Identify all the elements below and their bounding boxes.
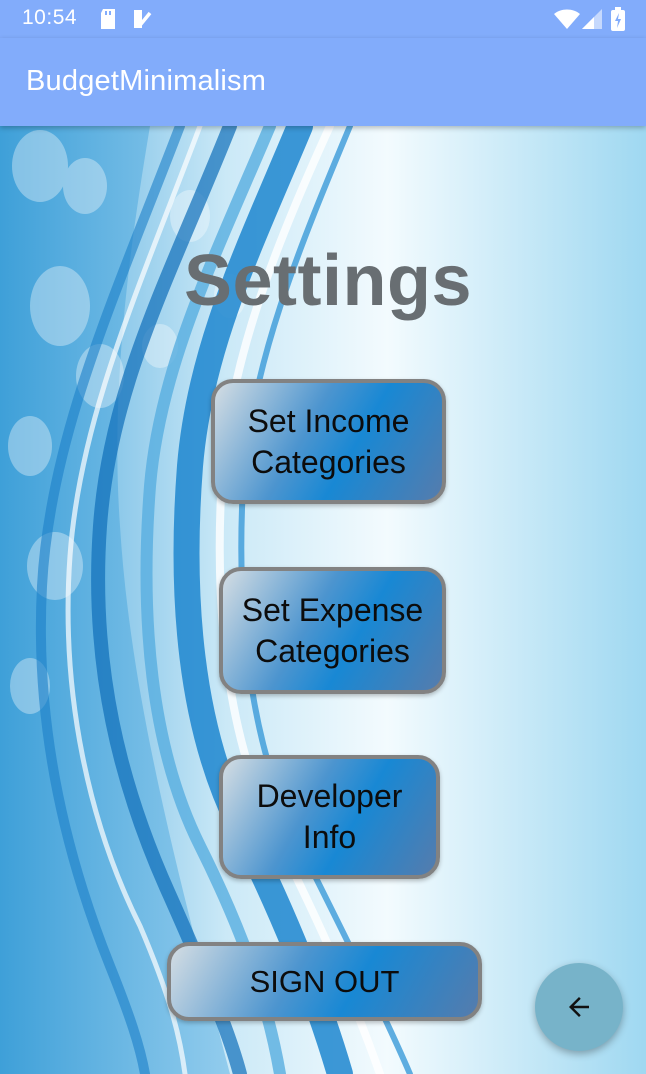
status-time: 10:54 bbox=[22, 6, 78, 29]
back-fab-button[interactable] bbox=[535, 963, 623, 1051]
button-label-line1: Set Expense bbox=[241, 591, 424, 628]
arrow-left-icon bbox=[569, 997, 589, 1017]
sign-out-button[interactable]: SIGN OUT bbox=[167, 942, 482, 1021]
sd-card-icon bbox=[101, 9, 115, 29]
set-expense-categories-button[interactable]: Set Expense Categories bbox=[219, 567, 446, 694]
button-label-line2: Info bbox=[302, 819, 357, 855]
page-title: Settings bbox=[183, 241, 473, 321]
button-label-line1: Developer bbox=[256, 778, 403, 814]
developer-info-button[interactable]: Developer Info bbox=[219, 755, 440, 879]
wifi-icon bbox=[554, 9, 580, 29]
sign-out-label: SIGN OUT bbox=[249, 964, 400, 999]
button-label-line2: Categories bbox=[255, 632, 410, 669]
app-bar: BudgetMinimalism bbox=[0, 38, 646, 126]
app-title: BudgetMinimalism bbox=[26, 65, 267, 97]
button-label-line1: Set Income bbox=[247, 402, 410, 439]
background-wave-image bbox=[0, 126, 646, 1074]
battery-charging-icon bbox=[611, 7, 625, 31]
signal-icon bbox=[582, 9, 602, 29]
button-label-line2: Categories bbox=[251, 443, 406, 480]
notification-check-icon bbox=[134, 10, 152, 28]
status-bar: 10:54 bbox=[0, 0, 646, 38]
set-income-categories-button[interactable]: Set Income Categories bbox=[211, 379, 446, 504]
